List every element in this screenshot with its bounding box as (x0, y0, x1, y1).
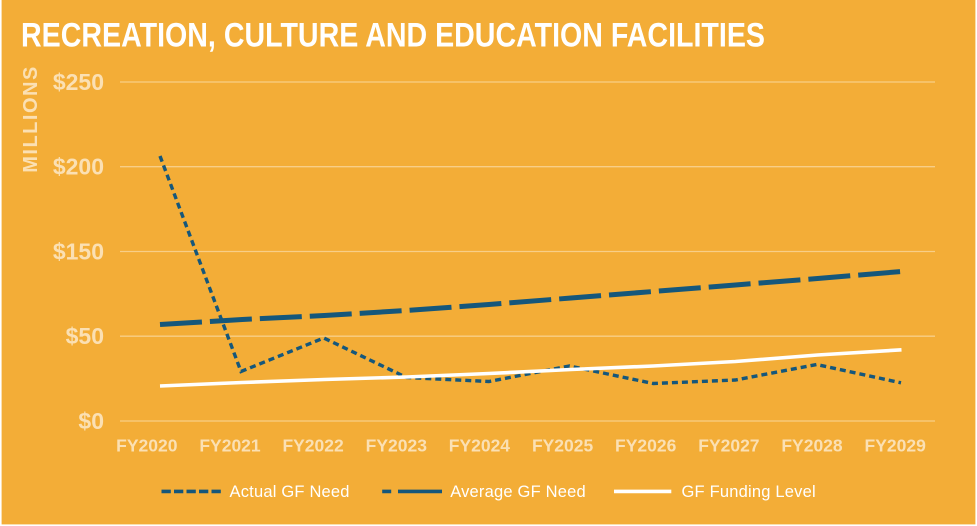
svg-text:FY2028: FY2028 (781, 435, 843, 455)
svg-text:FY2024: FY2024 (449, 435, 511, 455)
svg-text:FY2026: FY2026 (615, 435, 677, 455)
svg-text:FY2023: FY2023 (366, 435, 428, 455)
svg-text:$200: $200 (53, 154, 104, 180)
svg-text:RECREATION, CULTURE AND EDUCAT: RECREATION, CULTURE AND EDUCATION FACILI… (21, 16, 765, 54)
svg-text:Actual GF Need: Actual GF Need (230, 483, 350, 501)
svg-text:$150: $150 (53, 239, 104, 265)
svg-text:FY2022: FY2022 (282, 435, 344, 455)
svg-text:$250: $250 (53, 69, 104, 95)
svg-text:FY2020: FY2020 (116, 435, 178, 455)
svg-text:FY2025: FY2025 (532, 435, 594, 455)
svg-text:$0: $0 (78, 408, 104, 434)
svg-text:$50: $50 (66, 323, 104, 349)
svg-text:FY2021: FY2021 (199, 435, 261, 455)
svg-text:FY2027: FY2027 (698, 435, 759, 455)
svg-text:GF Funding Level: GF Funding Level (682, 483, 816, 501)
svg-text:FY2029: FY2029 (865, 435, 927, 455)
svg-text:MILLIONS: MILLIONS (20, 65, 42, 173)
svg-text:Average GF Need: Average GF Need (450, 483, 586, 501)
